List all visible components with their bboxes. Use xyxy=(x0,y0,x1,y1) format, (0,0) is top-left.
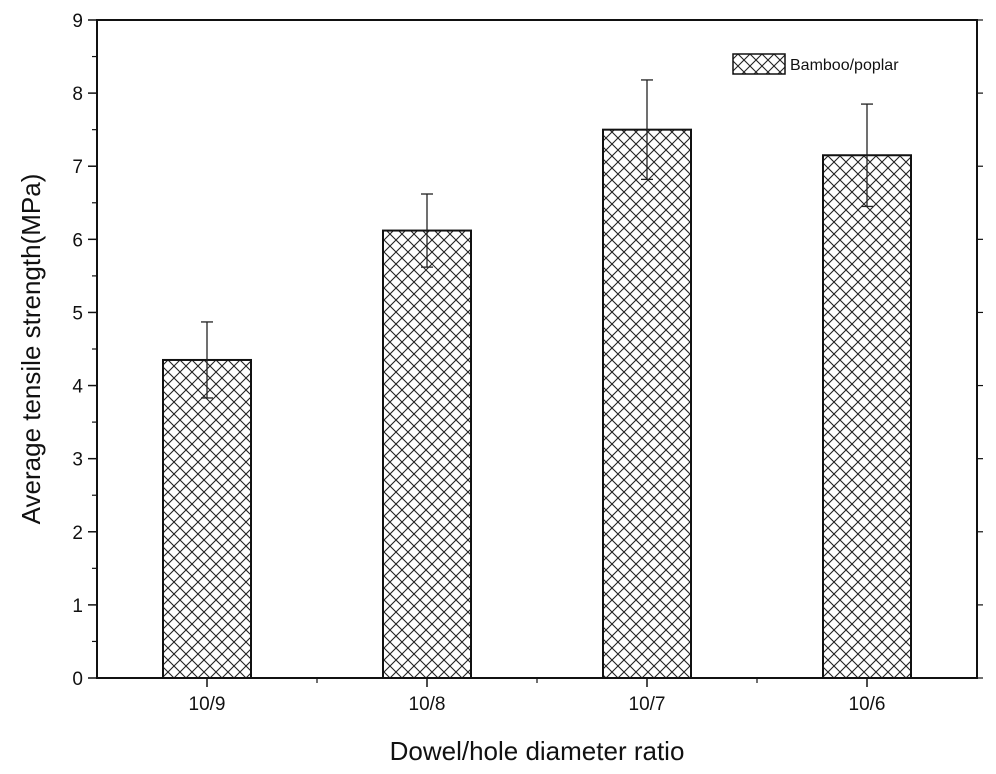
y-tick-labels: 0 1 2 3 4 5 6 7 8 9 xyxy=(72,11,83,690)
bar-10-7 xyxy=(602,128,692,679)
y-tick-label: 2 xyxy=(72,523,83,544)
y-axis-title: Average tensile strength(MPa) xyxy=(16,174,46,525)
x-tick-label: 10/6 xyxy=(849,694,886,715)
x-axis-title: Dowel/hole diameter ratio xyxy=(390,736,685,766)
legend-label: Bamboo/poplar xyxy=(790,57,899,74)
y-tick-label: 5 xyxy=(72,303,83,324)
x-tick-label: 10/7 xyxy=(629,694,666,715)
bar-10-6 xyxy=(822,154,912,679)
x-tick-label: 10/8 xyxy=(409,694,446,715)
y-tick-label: 9 xyxy=(72,11,83,32)
bar-10-9 xyxy=(162,358,252,679)
legend: Bamboo/poplar xyxy=(732,53,899,75)
y-tick-label: 7 xyxy=(72,157,83,178)
x-tick-labels: 10/9 10/8 10/7 10/6 xyxy=(189,694,886,715)
x-tick-label: 10/9 xyxy=(189,694,226,715)
y-tick-label: 0 xyxy=(72,669,83,690)
ticks-layer xyxy=(88,19,983,687)
y-tick-label: 1 xyxy=(72,596,83,617)
y-tick-label: 3 xyxy=(72,450,83,471)
y-tick-label: 6 xyxy=(72,230,83,251)
legend-swatch xyxy=(732,53,786,75)
bar-10-8 xyxy=(382,229,472,679)
y-tick-label: 4 xyxy=(72,377,83,398)
bars-layer xyxy=(162,128,912,679)
y-tick-label: 8 xyxy=(72,84,83,105)
errorbars-layer xyxy=(201,79,873,399)
